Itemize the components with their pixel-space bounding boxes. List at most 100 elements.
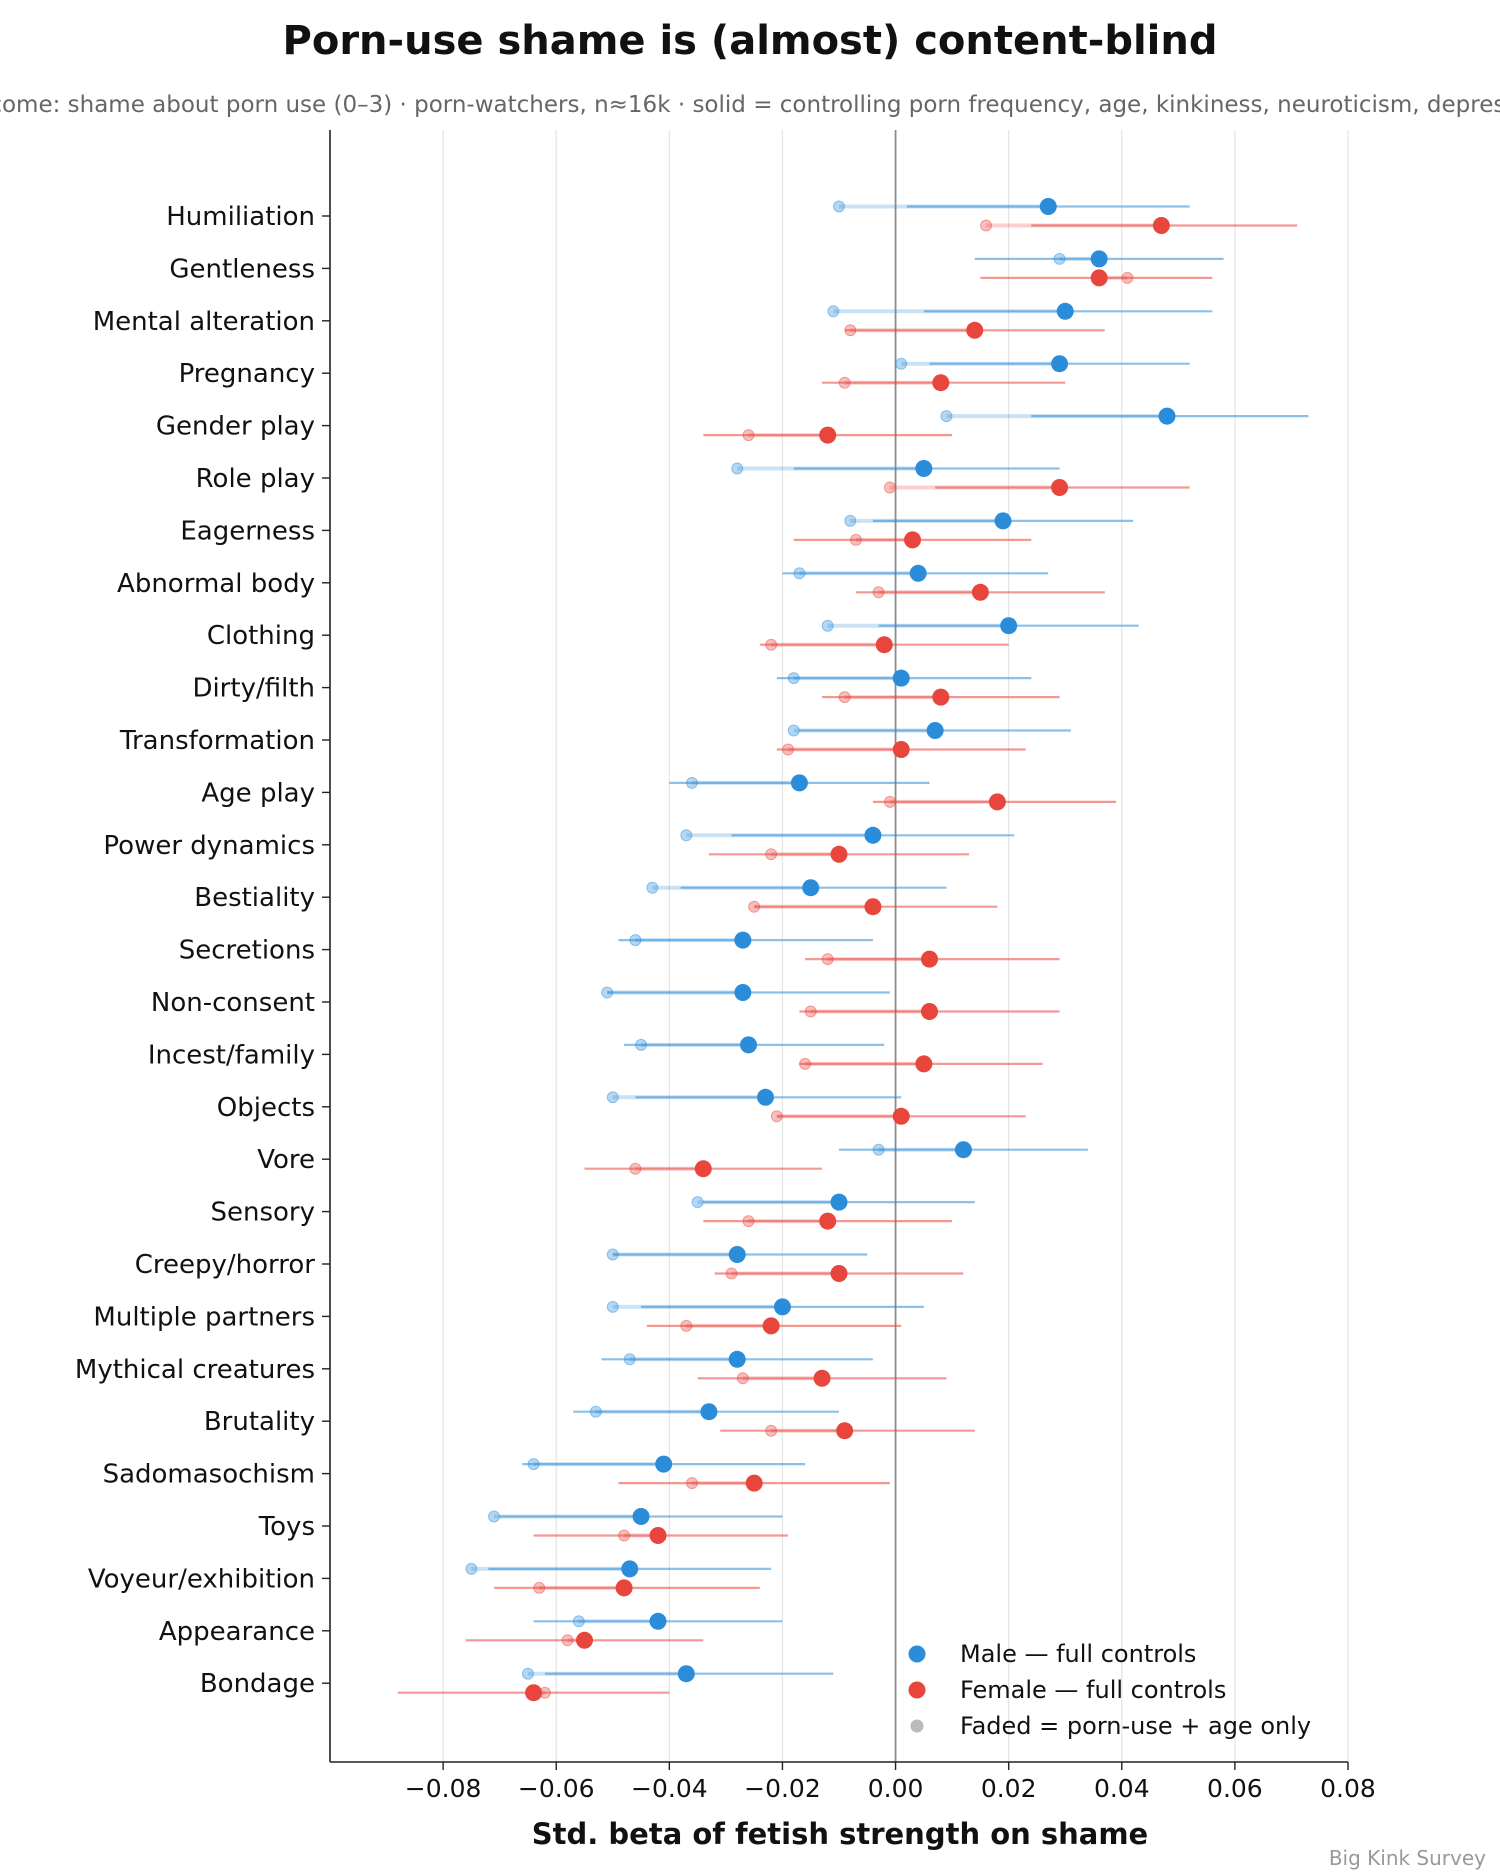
female-point [762, 1317, 780, 1335]
female-point [694, 1160, 712, 1178]
female-row-marks [714, 1265, 964, 1282]
male-faded-point [793, 567, 806, 580]
x-tick-label: −0.08 [405, 1774, 482, 1803]
female-row-marks [703, 426, 953, 444]
female-faded-point [844, 324, 857, 337]
male-row-marks [618, 931, 873, 949]
male-row-marks [624, 1036, 885, 1054]
female-row-marks [465, 1631, 704, 1649]
female-point [819, 426, 837, 444]
male-faded-point [521, 1667, 534, 1680]
male-row-marks [974, 250, 1224, 268]
female-point [819, 1212, 837, 1230]
x-axis-label: Std. beta of fetish strength on shame [532, 1817, 1148, 1851]
male-row-marks [522, 1455, 806, 1473]
male-point [728, 1350, 746, 1368]
female-point [966, 321, 984, 339]
female-faded-point [748, 900, 761, 913]
female-row-marks [646, 1317, 902, 1335]
female-faded-point [872, 586, 885, 599]
male-faded-point [827, 305, 840, 318]
female-row-marks [770, 1107, 1026, 1125]
category-label: Multiple partners [93, 1302, 315, 1332]
female-point [932, 374, 950, 392]
female-point [615, 1579, 633, 1597]
male-point [864, 826, 882, 844]
female-row-marks [494, 1579, 760, 1597]
category-label: Incest/family [148, 1040, 315, 1070]
x-tick-label: −0.06 [518, 1774, 595, 1803]
female-row-marks [618, 1474, 890, 1492]
female-point [892, 741, 910, 758]
male-point [728, 1246, 746, 1263]
female-row-marks [844, 321, 1105, 339]
male-point [1051, 355, 1069, 373]
male-faded-point [601, 986, 614, 999]
male-faded-point [488, 1510, 501, 1523]
female-point [988, 793, 1006, 811]
female-faded-point [770, 1110, 783, 1123]
category-label: Voyeur/exhibition [88, 1564, 315, 1594]
male-row-marks [606, 1298, 924, 1316]
female-point [892, 1107, 910, 1125]
female-point [830, 845, 848, 863]
female-faded-point [804, 1005, 817, 1018]
female-faded-point [765, 848, 778, 861]
female-row-marks [759, 636, 1009, 654]
category-label: Pregnancy [179, 359, 315, 389]
category-label: Vore [257, 1145, 315, 1175]
legend-marker [908, 1681, 926, 1699]
male-point [830, 1193, 848, 1211]
category-label: Gentleness [169, 254, 315, 284]
category-label: Creepy/horror [135, 1250, 316, 1280]
category-label: Transformation [119, 726, 315, 756]
male-row-marks [895, 355, 1190, 373]
female-row-marks [980, 269, 1213, 287]
male-point [1056, 302, 1074, 320]
male-faded-point [731, 462, 744, 475]
x-tick-label: −0.02 [744, 1774, 821, 1803]
male-faded-point [685, 776, 698, 789]
female-point [813, 1369, 831, 1387]
legend-marker [910, 1719, 924, 1733]
female-faded-point [1121, 271, 1134, 284]
category-label: Sensory [210, 1198, 315, 1228]
female-point [525, 1684, 543, 1702]
male-point [655, 1455, 673, 1473]
male-point [915, 460, 933, 477]
female-row-marks [980, 217, 1298, 234]
female-faded-point [742, 429, 755, 442]
male-row-marks [488, 1508, 783, 1525]
male-row-marks [465, 1560, 772, 1578]
chart-subtitle: Outcome: shame about porn use (0–3) · po… [0, 92, 1500, 118]
legend-label: Male — full controls [960, 1640, 1196, 1668]
female-faded-point [883, 481, 896, 494]
female-point [971, 583, 989, 601]
male-faded-point [635, 1038, 648, 1051]
male-point [677, 1665, 695, 1683]
category-label: Toys [258, 1512, 315, 1542]
male-row-marks [606, 1088, 902, 1106]
female-faded-point [742, 1215, 755, 1228]
female-faded-point [618, 1529, 631, 1542]
female-row-marks [883, 479, 1190, 496]
category-label: Secretions [179, 936, 315, 966]
female-faded-point [533, 1581, 546, 1594]
male-row-marks [827, 302, 1213, 320]
male-faded-point [787, 672, 800, 685]
male-point [994, 512, 1012, 530]
x-tick-label: 0.06 [1207, 1774, 1263, 1803]
male-row-marks [601, 1350, 873, 1368]
male-faded-point [606, 1091, 619, 1104]
male-faded-point [606, 1248, 619, 1261]
male-point [1000, 617, 1018, 635]
female-point [875, 636, 893, 654]
male-point [790, 774, 808, 792]
male-point [1039, 198, 1057, 215]
female-faded-point [821, 953, 834, 966]
male-faded-point [895, 357, 908, 370]
male-row-marks [833, 198, 1190, 215]
female-point [745, 1474, 763, 1492]
male-row-marks [646, 879, 947, 897]
